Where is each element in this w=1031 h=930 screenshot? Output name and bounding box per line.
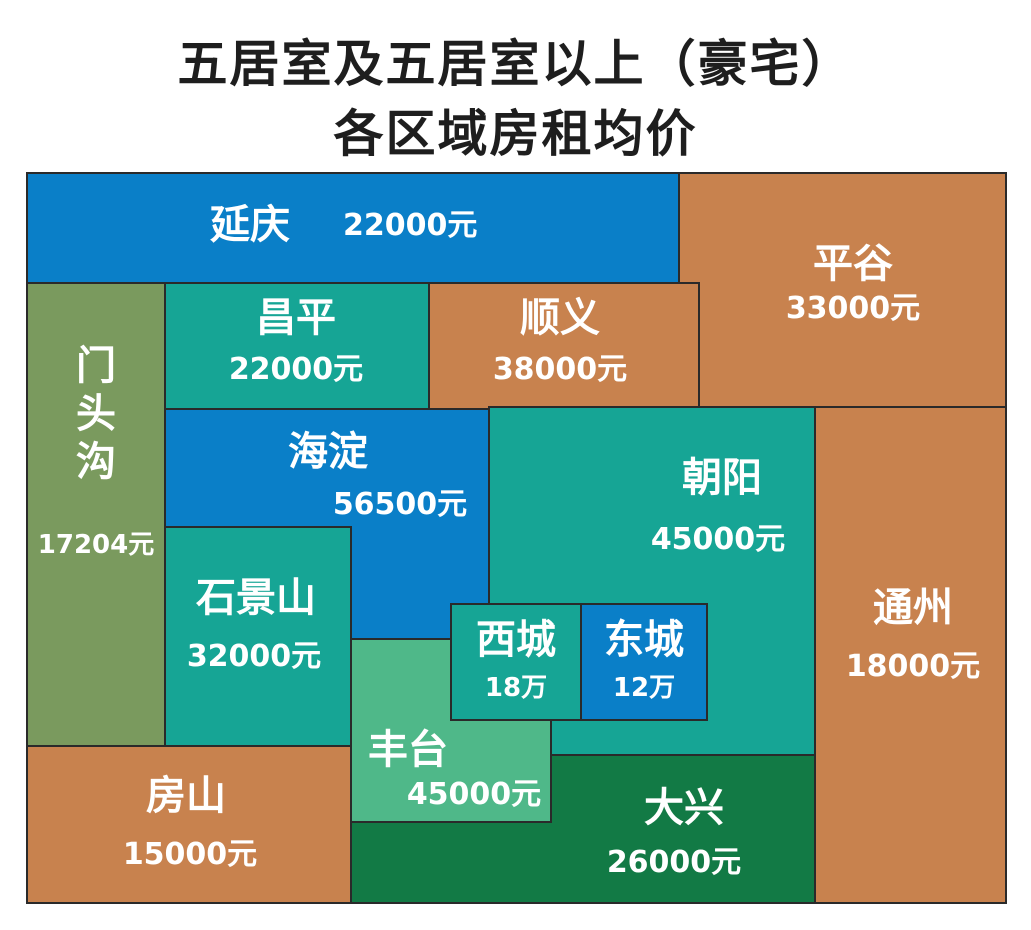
shijingshan-price: 32000元	[186, 639, 322, 674]
tongzhou-name: 通州	[873, 585, 953, 631]
haidian-name: 海淀	[288, 429, 368, 475]
tongzhou-price: 18000元	[845, 649, 981, 684]
dongcheng-price: 12万	[612, 673, 676, 703]
chaoyang-name: 朝阳	[682, 455, 762, 501]
changping-price: 22000元	[228, 352, 364, 387]
region-pinggu	[678, 172, 1007, 408]
region-fangshan	[26, 745, 352, 904]
daxing-name: 大兴	[644, 785, 724, 831]
region-shijingshan	[164, 526, 352, 747]
daxing-price: 26000元	[606, 845, 742, 880]
shunyi-name: 顺义	[520, 295, 600, 341]
region-yanqing	[26, 172, 680, 284]
mentougou-name: 门头沟	[76, 343, 116, 485]
fangshan-price: 15000元	[122, 837, 258, 872]
yanqing-name: 延庆	[210, 202, 290, 248]
changping-name: 昌平	[256, 295, 336, 341]
region-changping	[164, 282, 430, 410]
mentougou-price: 17204元	[37, 530, 155, 560]
pinggu-name: 平谷	[813, 241, 893, 287]
shijingshan-name: 石景山	[196, 575, 316, 621]
region-xicheng	[450, 603, 582, 721]
region-shunyi	[428, 282, 700, 410]
title-line-2: 各区域房租均价	[333, 105, 698, 163]
yanqing-price: 22000元	[343, 208, 478, 243]
xicheng-name: 西城	[476, 617, 556, 663]
region-tongzhou	[814, 406, 1007, 904]
shunyi-price: 38000元	[492, 352, 628, 387]
fengtai-price: 45000元	[406, 777, 542, 812]
pinggu-price: 33000元	[785, 291, 921, 326]
haidian-price: 56500元	[332, 487, 468, 522]
xicheng-price: 18万	[484, 673, 548, 703]
dongcheng-name: 东城	[604, 617, 684, 663]
fengtai-name: 丰台	[368, 727, 448, 773]
chaoyang-price: 45000元	[650, 522, 786, 557]
fangshan-name: 房山	[146, 773, 226, 819]
title-line-1: 五居室及五居室以上（豪宅）	[177, 35, 854, 93]
region-dongcheng	[580, 603, 708, 721]
